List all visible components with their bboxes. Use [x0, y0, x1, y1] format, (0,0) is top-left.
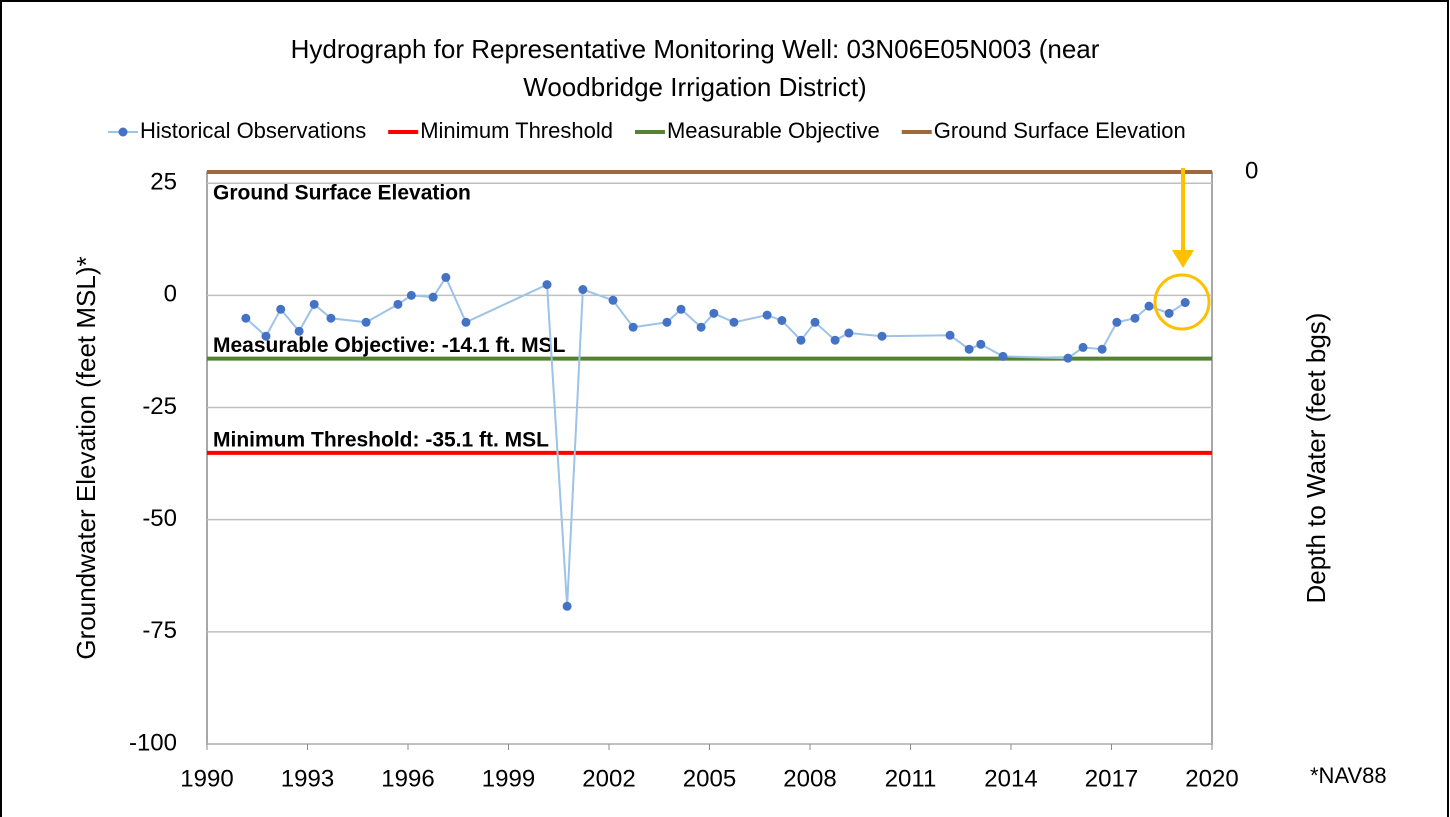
y-axis-title: Groundwater Elevation (feet MSL)*: [71, 256, 101, 659]
y-tick-label: -100: [129, 729, 177, 756]
data-point: [562, 601, 572, 611]
annotation: Minimum Threshold: -35.1 ft. MSL: [213, 428, 549, 451]
x-tick-label: 2008: [783, 765, 836, 792]
data-point: [1097, 344, 1107, 354]
data-point: [393, 299, 403, 309]
data-point: [1063, 353, 1073, 363]
data-point: [1144, 301, 1154, 311]
data-point: [1130, 313, 1140, 323]
x-tick-label: 2005: [683, 765, 736, 792]
data-point: [309, 299, 319, 309]
x-tick-label: 1993: [281, 765, 334, 792]
x-tick-label: 1996: [381, 765, 434, 792]
data-point: [542, 280, 552, 290]
data-point: [361, 317, 371, 327]
data-point: [796, 335, 806, 345]
data-point: [461, 317, 471, 327]
data-point: [844, 328, 854, 338]
data-point: [729, 317, 739, 327]
data-point: [441, 272, 451, 282]
data-point: [326, 313, 336, 323]
data-point: [877, 331, 887, 341]
y-tick-label: 0: [164, 281, 177, 308]
data-point: [945, 330, 955, 340]
data-point: [676, 304, 686, 314]
data-point: [777, 315, 787, 325]
data-point: [830, 335, 840, 345]
annotation: Ground Surface Elevation: [213, 182, 471, 205]
data-point: [964, 344, 974, 354]
y-tick-label: -25: [142, 393, 177, 420]
data-point: [998, 351, 1008, 361]
data-point: [1164, 308, 1174, 318]
y-tick-label: 25: [150, 169, 177, 196]
data-point: [628, 322, 638, 332]
x-tick-label: 1999: [482, 765, 535, 792]
x-tick-label: 2011: [885, 765, 937, 792]
data-point: [241, 313, 251, 323]
legend-label: Ground Surface Elevation: [934, 118, 1186, 143]
data-point: [608, 295, 618, 305]
data-point: [294, 326, 304, 336]
data-point: [976, 339, 986, 349]
annotation: Measurable Objective: -14.1 ft. MSL: [213, 334, 566, 357]
x-tick-label: 1990: [180, 765, 233, 792]
legend-label: Measurable Objective: [667, 118, 880, 143]
data-point: [762, 310, 772, 320]
data-point: [709, 308, 719, 318]
y-tick-label: -75: [142, 617, 177, 644]
plot-area: [206, 171, 1213, 745]
data-point: [1112, 317, 1122, 327]
data-point: [1180, 298, 1190, 308]
x-tick-label: 2020: [1185, 765, 1238, 792]
data-point: [662, 317, 672, 327]
data-point: [578, 285, 588, 295]
legend-label: Minimum Threshold: [420, 118, 613, 143]
data-point: [428, 292, 438, 302]
x-tick-label: 2017: [1085, 765, 1138, 792]
x-tick-label: 2014: [984, 765, 1037, 792]
chart-title: Woodbridge Irrigation District): [523, 72, 866, 102]
legend-marker: [118, 127, 128, 137]
highlight-circle: [1153, 273, 1211, 331]
legend-label: Historical Observations: [140, 118, 366, 143]
data-point: [696, 322, 706, 332]
y-tick-label: -50: [142, 505, 177, 532]
y2-axis-title: Depth to Water (feet bgs): [1301, 313, 1331, 604]
data-point: [810, 317, 820, 327]
footnote: *NAV88: [1310, 763, 1387, 788]
data-point: [276, 304, 286, 314]
chart-title: Hydrograph for Representative Monitoring…: [291, 34, 1100, 64]
data-point: [1078, 342, 1088, 352]
arrow-head: [1172, 250, 1194, 268]
data-point: [406, 290, 416, 300]
x-tick-label: 2002: [582, 765, 635, 792]
y2-tick-label: 0: [1245, 157, 1258, 184]
data-point: [261, 331, 271, 341]
